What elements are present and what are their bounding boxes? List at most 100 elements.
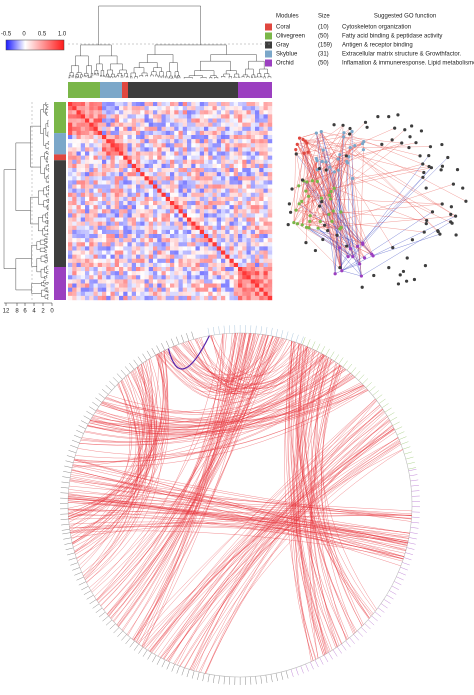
legend-size: (50) (318, 61, 329, 67)
network-edge (343, 136, 441, 235)
heatmap-cell (204, 234, 209, 239)
dendrogram-branch (38, 217, 43, 232)
heatmap-cell (131, 271, 137, 276)
heatmap-cell (267, 254, 273, 259)
dendrogram-branch (45, 282, 48, 285)
heatmap-cell (93, 267, 98, 272)
heatmap-cell (136, 271, 141, 276)
heatmap-cell (178, 254, 183, 259)
heatmap-cell (195, 188, 200, 193)
heatmap-cell (238, 254, 243, 259)
chord-label-stub (295, 667, 299, 676)
chord-label-stub (260, 675, 262, 684)
heatmap-cell (144, 143, 149, 148)
heatmap-cell (72, 267, 77, 272)
heatmap-cell (267, 201, 273, 206)
chord-label-stub (70, 445, 78, 449)
heatmap-cell (259, 155, 264, 160)
chord-label-stub (354, 370, 361, 378)
heatmap-cell (216, 254, 222, 259)
heatmap-cell (148, 229, 154, 235)
heatmap-cell (229, 250, 234, 255)
heatmap-cell (72, 238, 77, 243)
heatmap-cell (85, 102, 90, 107)
heatmap-cell (153, 201, 158, 206)
heatmap-cell (170, 283, 175, 288)
dendrogram-branch (44, 276, 47, 280)
heatmap-cell (255, 217, 260, 222)
heatmap-cell (204, 126, 209, 132)
heatmap-cell (250, 192, 256, 198)
heatmap-cell (216, 258, 222, 264)
heatmap-cell (89, 130, 94, 136)
network-node (295, 222, 300, 226)
heatmap-cell (165, 271, 171, 276)
chord-label-stub (86, 594, 94, 600)
network-edge (299, 203, 358, 247)
legend-function: Cytoskeleton organization (342, 25, 411, 31)
heatmap-cell (123, 155, 128, 160)
heatmap-cell (195, 254, 200, 259)
heatmap-cell (136, 126, 141, 132)
heatmap-cell (212, 110, 217, 115)
legend-name: Orchid (276, 61, 294, 67)
heatmap-cell (212, 217, 217, 222)
network-node (451, 182, 456, 186)
chord-label-stub (142, 353, 148, 361)
heatmap-cell (195, 122, 200, 127)
heatmap-cell (255, 139, 260, 144)
heatmap-cell (127, 188, 132, 193)
heatmap-cell (225, 225, 230, 231)
chord-link (68, 512, 412, 517)
heatmap-cell (123, 135, 128, 140)
heatmap-cell (178, 172, 183, 177)
heatmap-cell (85, 287, 90, 292)
dendrogram-branch (80, 44, 112, 56)
network-node (314, 131, 318, 135)
heatmap-cell (174, 184, 179, 189)
heatmap-cell (85, 209, 90, 214)
heatmap-cell (242, 176, 247, 181)
heatmap-cell (204, 168, 209, 173)
heatmap-cell (93, 196, 98, 202)
heatmap-cell (246, 229, 251, 235)
heatmap-cell (229, 254, 234, 259)
heatmap-cell (221, 135, 226, 140)
heatmap-cell (199, 130, 205, 136)
heatmap-cell (259, 209, 264, 214)
heatmap-cell (187, 163, 192, 169)
heatmap-cell (76, 229, 81, 235)
heatmap-cell (195, 225, 200, 231)
heatmap-cell (250, 205, 256, 210)
dendrogram-branch (256, 76, 259, 78)
heatmap-cell (85, 188, 90, 193)
heatmap-cell (238, 287, 243, 292)
heatmap-cell (148, 135, 154, 140)
heatmap-cell (204, 176, 209, 181)
heatmap-cell (229, 192, 234, 198)
dendrogram-branch (47, 180, 49, 184)
heatmap-cell (157, 168, 162, 173)
heatmap-cell (267, 238, 273, 243)
heatmap-cell (153, 267, 158, 272)
heatmap-cell (131, 196, 137, 202)
heatmap-cell (255, 258, 260, 264)
heatmap-cell (263, 130, 268, 136)
heatmap-cell (178, 271, 183, 276)
heatmap-cell (106, 102, 111, 107)
heatmap-cell (161, 143, 166, 148)
heatmap-cell (216, 275, 222, 280)
heatmap-cell (72, 246, 77, 251)
heatmap-cell (80, 155, 86, 160)
network-node (317, 166, 322, 171)
heatmap-cell (161, 135, 166, 140)
heatmap-cell (140, 159, 145, 165)
heatmap-cell (72, 188, 77, 193)
heatmap-cell (97, 246, 103, 251)
heatmap-cell (76, 196, 81, 202)
heatmap-cell (127, 184, 132, 189)
dendrogram-branch (45, 102, 47, 106)
network-edge (329, 195, 343, 271)
heatmap-cell (199, 176, 205, 181)
heatmap-cell (250, 209, 256, 214)
